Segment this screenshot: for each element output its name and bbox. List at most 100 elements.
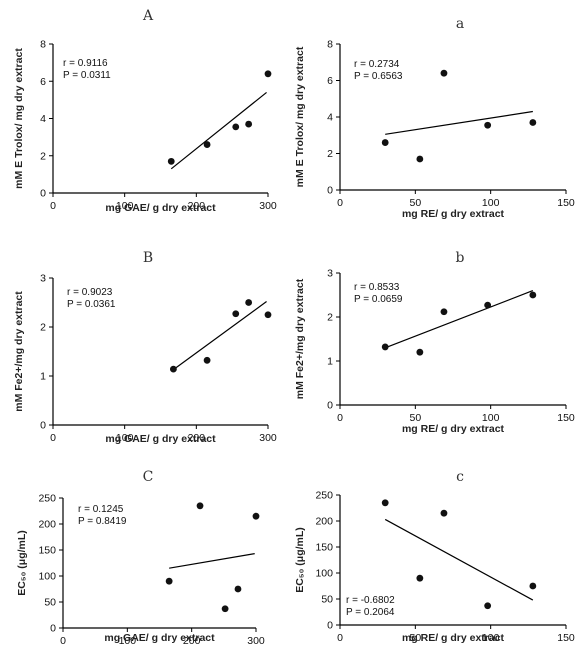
regression-line <box>384 290 534 349</box>
y-tick-label: 1 <box>40 371 46 383</box>
data-point <box>529 119 537 126</box>
x-tick-label: 0 <box>337 632 343 644</box>
x-axis-title: mg RE/ g dry extract <box>402 632 505 644</box>
panel-B: B 0 1 2 3 0 100 200 300 mg GAE/ g dry extract mM F… <box>13 250 277 445</box>
y-tick-label: 50 <box>44 597 56 609</box>
data-point <box>381 343 389 351</box>
panel-a: a 0 2 4 6 8 0 50 100 150 mg RE/ g dry extract mM E … <box>294 16 575 220</box>
y-tick-label: 6 <box>40 76 46 88</box>
data-point <box>245 299 253 306</box>
x-tick-label: 200 <box>183 635 201 647</box>
r-value: r = 0.9116 <box>63 58 108 69</box>
p-value: P = 0.6563 <box>354 71 403 82</box>
x-tick-label: 200 <box>188 432 206 444</box>
regression-line <box>170 91 267 170</box>
y-tick-label: 4 <box>327 112 333 124</box>
x-tick-label: 0 <box>50 432 56 444</box>
y-axis-title: mM E Trolox/ mg dry extract <box>13 48 25 189</box>
y-tick-label: 100 <box>315 568 333 580</box>
x-tick-label: 100 <box>116 432 134 444</box>
y-tick-label: 2 <box>40 150 46 162</box>
data-point <box>381 499 389 507</box>
data-point <box>484 121 492 129</box>
p-value: P = 0.0361 <box>67 299 116 310</box>
panel-letter: B <box>143 250 153 266</box>
x-tick-label: 50 <box>409 197 421 209</box>
panel-letter: a <box>456 16 464 32</box>
x-axis-title: mg RE/ g dry extract <box>402 208 505 220</box>
panel-C: C 0 50 100 150 200 250 0 100 200 300 mg GAE/ g dry … <box>16 469 265 647</box>
data-point <box>252 512 260 520</box>
p-value: P = 0.8419 <box>78 516 127 527</box>
x-axis-title: mg GAE/ g dry extract <box>104 632 215 644</box>
r-value: r = 0.1245 <box>78 504 124 515</box>
data-point <box>245 120 253 128</box>
y-tick-label: 4 <box>40 113 46 125</box>
y-tick-label: 8 <box>327 39 333 51</box>
panel-letter: A <box>142 8 154 24</box>
r-value: r = 0.2734 <box>354 59 400 70</box>
data-point <box>381 139 389 146</box>
panel-b: b 0 1 2 3 0 50 100 150 mg RE/ g dry extract mM Fe2… <box>294 250 575 435</box>
x-tick-label: 100 <box>482 412 500 424</box>
panel-c: c 0 50 100 150 200 250 0 50 100 150 mg RE/ g dry ex… <box>294 469 575 644</box>
r-value: r = -0.6802 <box>346 595 395 606</box>
x-tick-label: 100 <box>482 197 500 209</box>
y-tick-label: 150 <box>315 542 333 554</box>
data-point <box>221 605 229 613</box>
y-axis-title: EC₅₀ (μg/mL) <box>16 530 28 596</box>
x-axis-title: mg RE/ g dry extract <box>402 423 505 435</box>
x-tick-label: 0 <box>50 200 56 212</box>
x-tick-label: 50 <box>409 412 421 424</box>
data-point <box>170 365 177 373</box>
x-tick-label: 300 <box>259 200 277 212</box>
x-tick-label: 50 <box>409 632 421 644</box>
data-point <box>234 585 242 593</box>
y-tick-label: 6 <box>327 75 333 87</box>
data-point <box>529 582 537 590</box>
p-value: P = 0.0659 <box>354 294 403 305</box>
y-tick-label: 100 <box>38 571 56 583</box>
y-tick-label: 200 <box>315 516 333 528</box>
y-tick-label: 2 <box>327 312 333 324</box>
y-axis-title: EC₅₀ (μg/mL) <box>294 527 306 593</box>
data-point <box>203 141 211 148</box>
x-axis-title: mg GAE/ g dry extract <box>105 202 216 214</box>
y-tick-label: 3 <box>40 273 46 285</box>
data-point <box>440 308 448 316</box>
y-tick-label: 0 <box>327 620 333 632</box>
y-tick-label: 8 <box>40 39 46 51</box>
x-tick-label: 150 <box>557 412 575 424</box>
data-point <box>165 577 173 585</box>
data-point <box>416 348 424 356</box>
y-tick-label: 1 <box>327 356 333 368</box>
x-tick-label: 150 <box>557 632 575 644</box>
y-axis-title: mM E Trolox/ mg dry extract <box>294 46 306 187</box>
data-point <box>203 356 211 364</box>
y-axis-title: mM Fe2+/mg dry extract <box>294 278 306 399</box>
data-point <box>440 509 448 517</box>
y-tick-label: 0 <box>40 188 46 200</box>
data-point <box>196 502 204 510</box>
data-point <box>232 123 240 131</box>
x-tick-label: 100 <box>482 632 500 644</box>
p-value: P = 0.0311 <box>63 70 111 81</box>
r-value: r = 0.9023 <box>67 287 113 298</box>
x-tick-label: 0 <box>337 197 343 209</box>
x-tick-label: 300 <box>259 432 277 444</box>
x-tick-label: 150 <box>557 197 575 209</box>
data-point <box>264 311 272 319</box>
y-tick-label: 2 <box>40 322 46 334</box>
regression-line <box>385 110 533 135</box>
data-point <box>484 602 492 610</box>
regression-line <box>384 518 534 601</box>
x-tick-label: 0 <box>337 412 343 424</box>
y-axis-title: mM Fe2+/mg dry extract <box>13 291 25 412</box>
data-point <box>529 291 537 299</box>
panel-A: A 0 2 4 6 8 0 100 200 300 mg GAE/ g dry extract mM … <box>13 8 277 214</box>
y-tick-label: 150 <box>38 545 56 557</box>
x-tick-label: 0 <box>60 635 66 647</box>
y-tick-label: 50 <box>321 594 333 606</box>
y-tick-label: 0 <box>327 185 333 197</box>
